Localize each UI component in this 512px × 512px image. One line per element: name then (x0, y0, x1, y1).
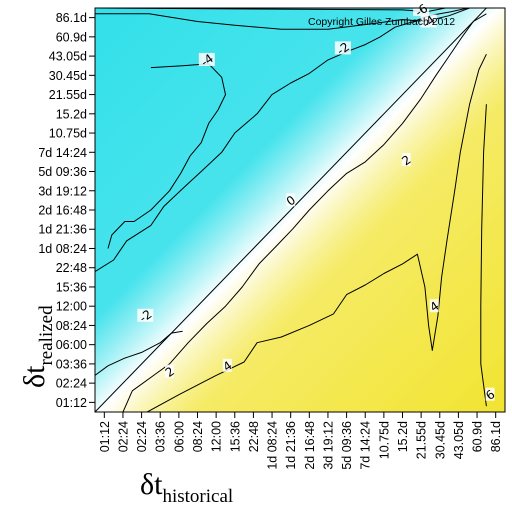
contour-label-background (334, 41, 351, 55)
contour-label-background (413, 2, 430, 16)
plot-background (95, 8, 505, 412)
y-tick-label: 21.55d (49, 88, 87, 102)
contour-label-background (401, 152, 411, 166)
x-tick-label: 15:36 (228, 421, 242, 452)
contour-line-level-4 (146, 53, 487, 412)
contour-label-background (429, 299, 439, 313)
x-tick-label: 30.45d (433, 421, 447, 459)
x-tick-label: 5d 09:36 (340, 421, 354, 470)
y-axis-ticks: 86.1d 60.9d 43.05d 30.45d 21.55d 15.2d 10.75d 7… (38, 11, 95, 410)
x-axis-symbol: δt (140, 468, 163, 501)
y-tick-label: 30.45d (49, 69, 87, 83)
y-tick-label: 1d 08:24 (38, 242, 87, 256)
y-tick-label: 22:48 (56, 261, 87, 275)
x-tick-label: 03:36 (154, 421, 168, 452)
y-tick-label: 86.1d (56, 11, 87, 25)
contour-label-background (165, 364, 175, 378)
y-tick-label: 06:00 (56, 338, 87, 352)
x-tick-label: 15.2d (396, 421, 410, 452)
y-tick-label: 10.75d (49, 127, 87, 141)
y-tick-label: 7d 14:24 (38, 146, 87, 160)
x-tick-label: 3d 19:12 (321, 421, 335, 470)
x-tick-label: 01:12 (98, 421, 112, 452)
contour-label-background (198, 52, 215, 66)
x-tick-label: 12:00 (210, 421, 224, 452)
y-tick-label: 12:00 (56, 300, 87, 314)
x-axis-ticks: 01:12 02:24 02:24 03:36 06:00 08:24 12:00 15:36… (98, 412, 503, 470)
y-tick-label: 1d 21:36 (38, 223, 87, 237)
y-axis-label: δtrealized (18, 305, 57, 388)
x-tick-label: 02:24 (135, 421, 149, 452)
y-tick-label: 60.9d (56, 30, 87, 44)
contour-label-background (222, 358, 232, 372)
y-tick-label: 2d 16:48 (38, 204, 87, 218)
y-tick-label: 5d 09:36 (38, 165, 87, 179)
contour-line-level-minus2 (95, 8, 468, 273)
y-axis-symbol: δt (18, 365, 51, 388)
x-tick-label: 1d 08:24 (266, 421, 280, 470)
y-tick-label: 3d 19:12 (38, 184, 87, 198)
contour-line-level-6 (480, 104, 487, 407)
y-tick-label: 02:24 (56, 377, 87, 391)
contour-line-level-minus4 (107, 63, 226, 249)
x-tick-label: 7d 14:24 (359, 421, 373, 470)
contour-label-background (485, 387, 495, 401)
x-tick-label: 60.9d (471, 421, 485, 452)
x-tick-label: 86.1d (489, 421, 503, 452)
x-tick-label: 21.55d (415, 421, 429, 459)
y-tick-label: 08:24 (56, 319, 87, 333)
contour-line-level-2 (122, 13, 487, 412)
contour-label-background (286, 193, 296, 207)
x-tick-label: 02:24 (116, 421, 130, 452)
x-axis-subscript: historical (162, 486, 233, 507)
y-tick-label: 01:12 (56, 396, 87, 410)
x-tick-label: 2d 16:48 (303, 421, 317, 470)
y-tick-label: 15.2d (56, 107, 87, 121)
x-tick-label: 06:00 (172, 421, 186, 452)
contour-label-background (420, 14, 437, 28)
x-tick-label: 08:24 (191, 421, 205, 452)
x-tick-label: 1d 21:36 (284, 421, 298, 470)
x-tick-label: 22:48 (247, 421, 261, 452)
y-tick-label: 15:36 (56, 280, 87, 294)
y-tick-label: 43.05d (49, 50, 87, 64)
contour-line-level-2 (95, 330, 183, 376)
x-axis-label: δthistorical (140, 468, 233, 507)
contour-line-level-0 (95, 8, 487, 412)
x-tick-label: 43.05d (452, 421, 466, 459)
y-axis-subscript: realized (36, 305, 57, 366)
y-tick-label: 03:36 (56, 357, 87, 371)
copyright-notice: Copyright Gilles Zumbach 2012 (308, 16, 455, 28)
contour-label-background (137, 308, 154, 322)
x-tick-label: 10.75d (377, 421, 391, 459)
